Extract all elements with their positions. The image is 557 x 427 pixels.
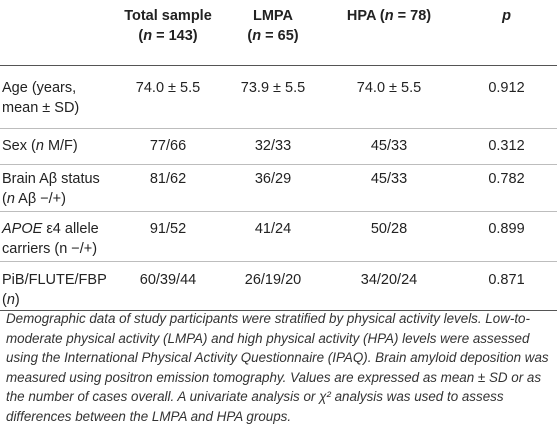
header-p-value: p [502, 8, 511, 24]
cell-hpa: 74.0 ± 5.5 [356, 79, 422, 96]
header-lmpa-n-var: n [252, 28, 262, 44]
row-label-tracer: PiB/FLUTE/FBP (n) [2, 271, 107, 308]
table-row-apoe: APOE ε4 allele carriers (n −/+) 91/52 41… [0, 211, 557, 261]
row-label-age: Age (years, mean ± SD) [0, 65, 112, 128]
header-total-n-var: n [143, 28, 153, 44]
cell-total: 77/66 [149, 137, 187, 154]
table-row-sex: Sex (n M/F) 77/66 32/33 45/33 0.312 [0, 128, 557, 164]
apoe-gene-name: APOE [2, 220, 43, 237]
sex-label-post: M/F) [43, 137, 78, 154]
header-row: Total sample (n = 143) LMPA (n = 65) HPA… [0, 0, 557, 65]
tracer-label-line1: PiB/FLUTE/FBP [2, 271, 107, 288]
cell-lmpa: 41/24 [254, 220, 292, 237]
cell-total: 74.0 ± 5.5 [135, 79, 201, 96]
cell-lmpa: 32/33 [254, 137, 292, 154]
cell-hpa: 45/33 [370, 170, 408, 187]
cell-p: 0.912 [488, 79, 525, 96]
cell-hpa: 45/33 [370, 137, 408, 154]
cell-hpa: 34/20/24 [360, 271, 418, 288]
header-hpa-label: HPA ( [346, 8, 385, 24]
cell-total: 60/39/44 [139, 271, 197, 288]
table-body: Age (years, mean ± SD) 74.0 ± 5.5 73.9 ±… [0, 65, 557, 310]
header-hpa-n-var: n [384, 8, 394, 24]
row-label-sex: Sex (n M/F) [0, 128, 112, 164]
header-total-n-value: = 143) [152, 28, 198, 44]
header-total-label: Total sample [124, 8, 212, 24]
header-lmpa-label: LMPA [252, 8, 293, 24]
cell-hpa: 50/28 [370, 220, 408, 237]
table-footnote: Demographic data of study participants w… [6, 311, 549, 424]
table-row-age: Age (years, mean ± SD) 74.0 ± 5.5 73.9 ±… [0, 65, 557, 128]
header-lmpa-n-value: = 65) [261, 28, 299, 44]
header-hpa: HPA (n = 78) [322, 0, 456, 65]
table-row-brain-abeta: Brain Aβ status (n Aβ −/+) 81/62 36/29 4… [0, 164, 557, 211]
demographics-table-container: Total sample (n = 143) LMPA (n = 65) HPA… [0, 0, 557, 310]
apoe-label-line2: carriers (n −/+) [2, 240, 98, 257]
apoe-label-post: ε4 allele [42, 220, 99, 237]
tracer-label-var: n [6, 291, 15, 308]
cell-total: 91/52 [149, 220, 187, 237]
abeta-label-line1: Brain Aβ status [2, 170, 100, 187]
sex-label-pre: Sex ( [2, 137, 36, 154]
cell-lmpa: 26/19/20 [244, 271, 302, 288]
cell-p: 0.312 [488, 137, 525, 154]
header-total-sample: Total sample (n = 143) [124, 8, 212, 44]
cell-lmpa: 73.9 ± 5.5 [240, 79, 306, 96]
sex-label-var: n [35, 137, 44, 154]
table-header: Total sample (n = 143) LMPA (n = 65) HPA… [0, 0, 557, 65]
cell-p: 0.871 [488, 271, 525, 288]
row-label-apoe: APOE ε4 allele carriers (n −/+) [0, 211, 112, 261]
cell-total: 81/62 [149, 170, 187, 187]
header-hpa-n-value: = 78) [393, 8, 432, 24]
row-label-brain-abeta: Brain Aβ status (n Aβ −/+) [2, 170, 100, 207]
cell-p: 0.899 [488, 220, 525, 237]
abeta-label-var: n [6, 190, 15, 207]
age-label-line2: mean ± SD) [2, 99, 80, 116]
demographics-table: Total sample (n = 143) LMPA (n = 65) HPA… [0, 0, 557, 310]
cell-lmpa: 36/29 [254, 170, 292, 187]
cell-p: 0.782 [488, 170, 525, 187]
age-label-line1: Age (years, [2, 79, 77, 96]
header-lmpa: LMPA (n = 65) [247, 8, 299, 44]
abeta-label-post: Aβ −/+) [14, 190, 66, 207]
table-row-tracer: PiB/FLUTE/FBP (n) 60/39/44 26/19/20 34/2… [0, 261, 557, 310]
header-empty-cell [0, 0, 112, 65]
